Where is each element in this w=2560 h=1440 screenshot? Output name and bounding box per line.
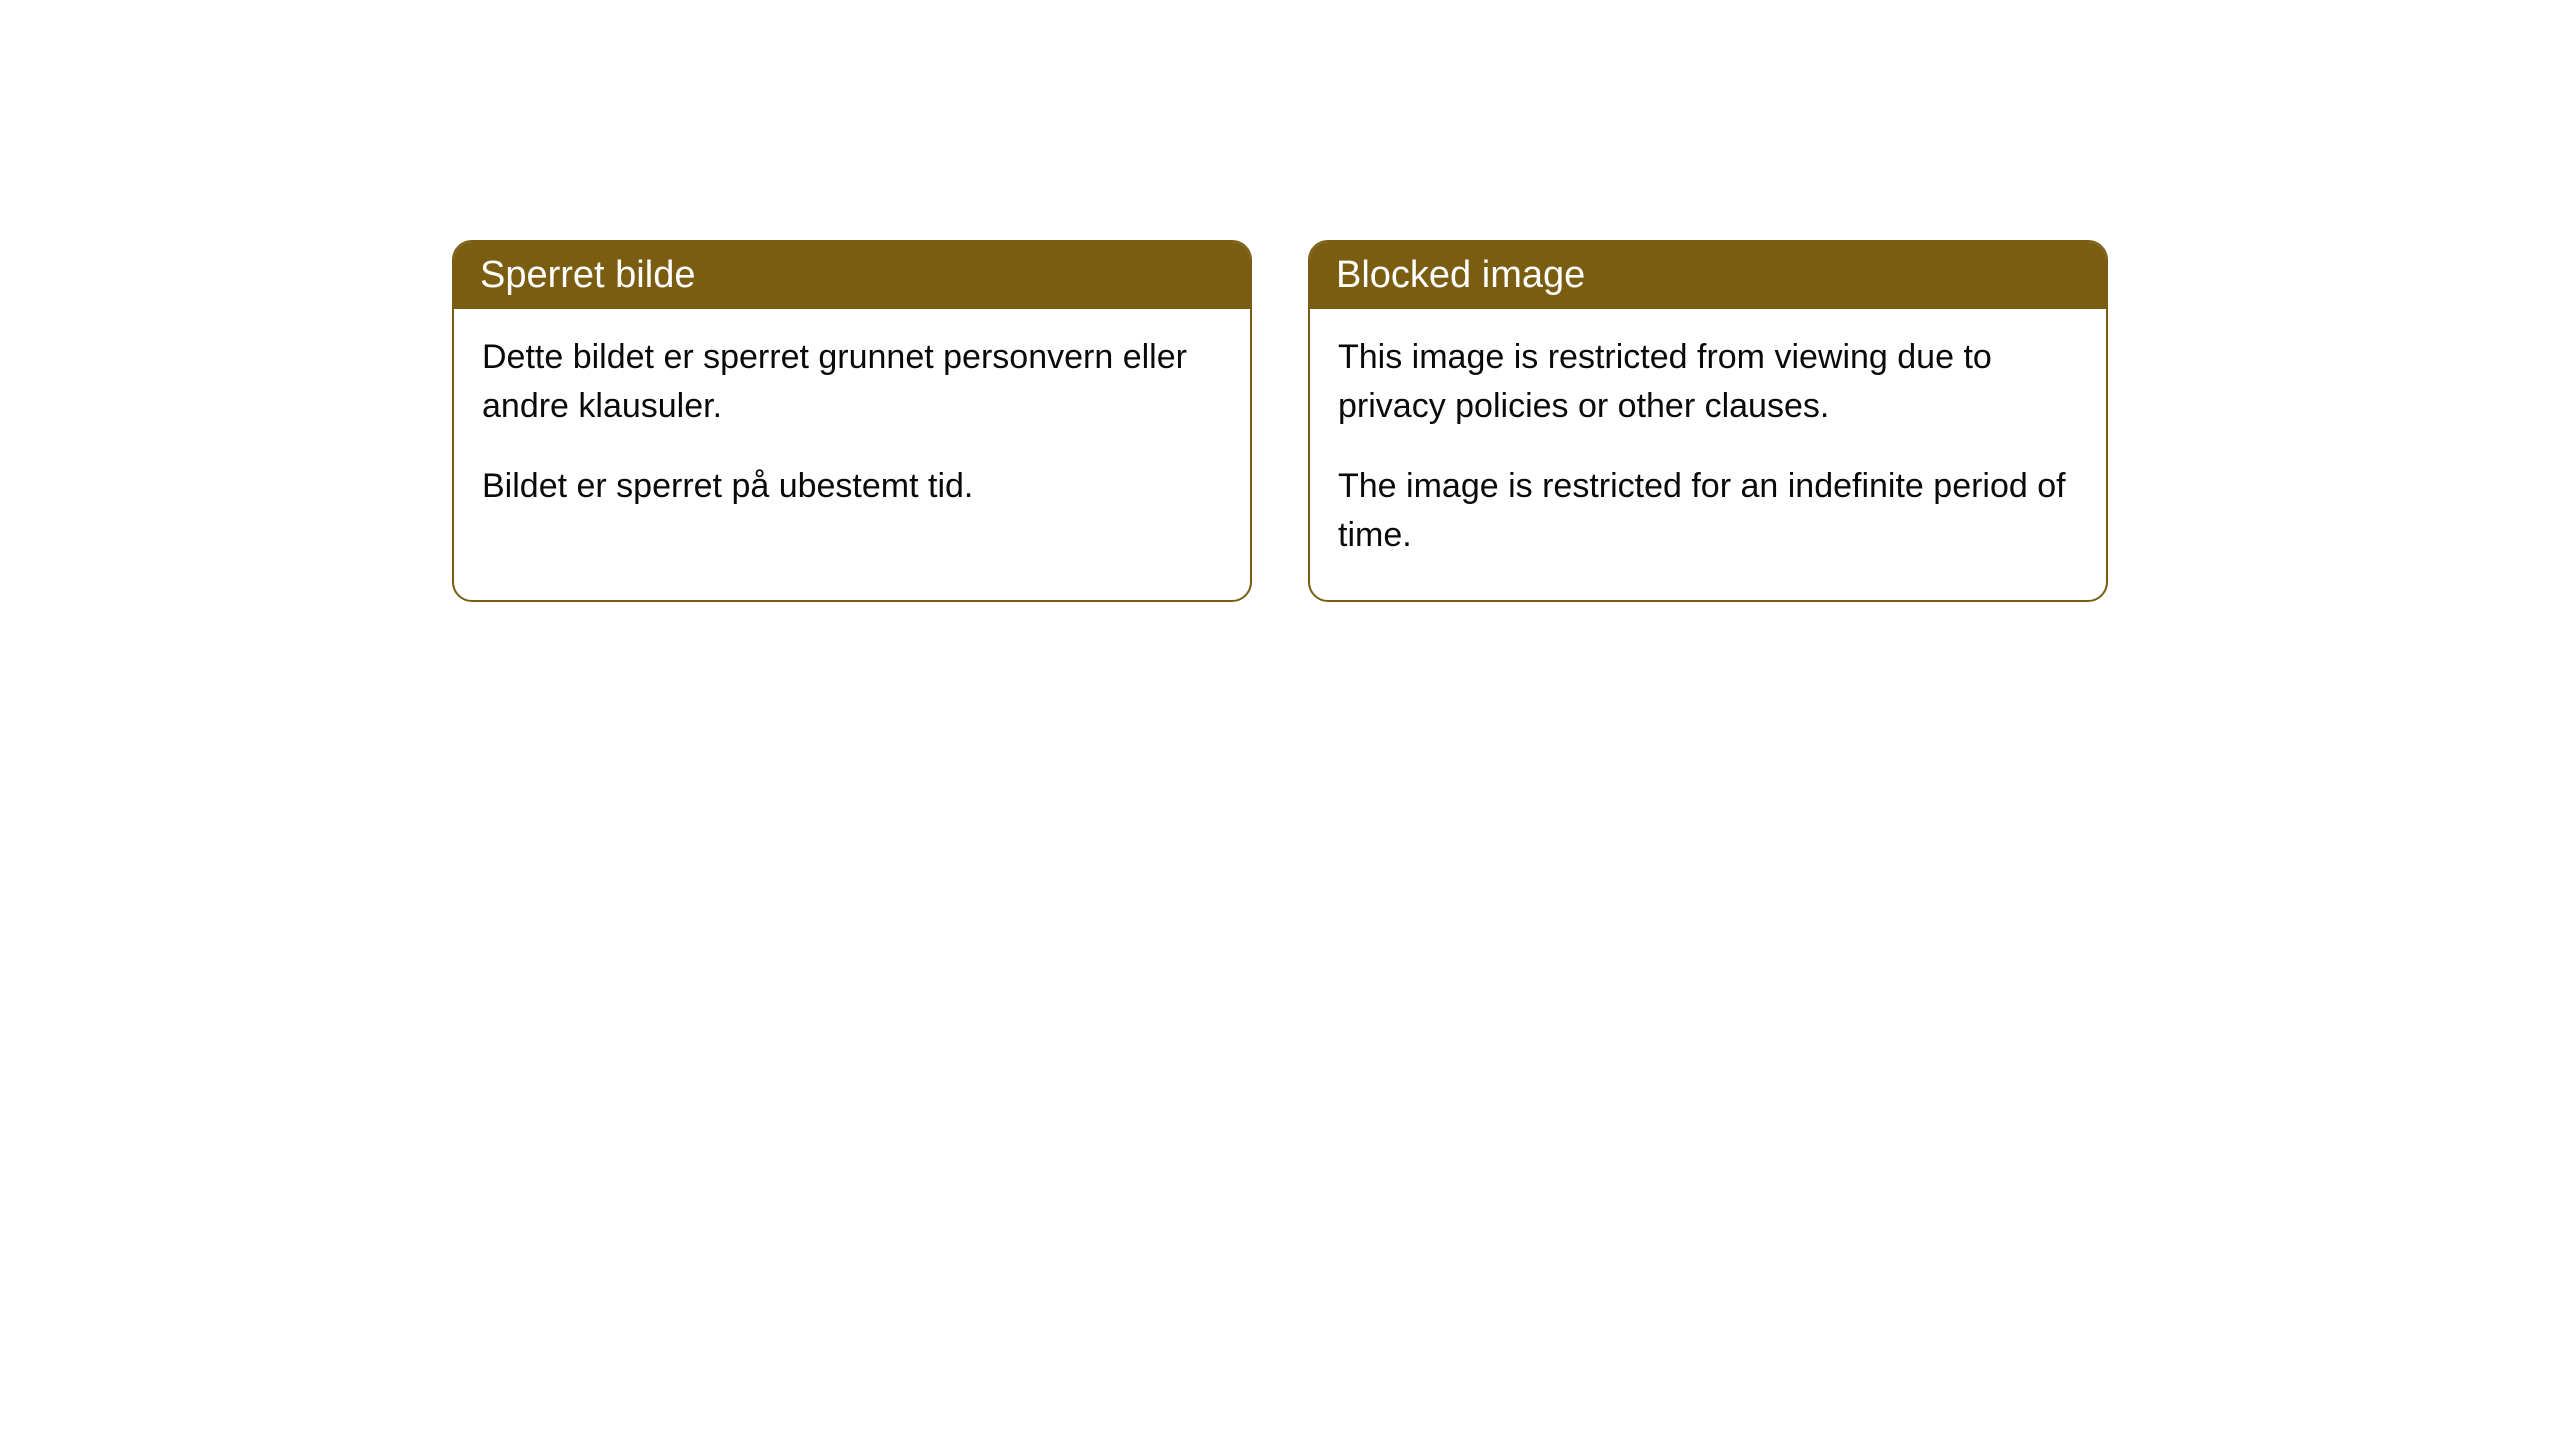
card-title: Blocked image <box>1336 254 1585 296</box>
card-paragraph: Bildet er sperret på ubestemt tid. <box>482 462 1222 511</box>
card-title: Sperret bilde <box>480 254 695 296</box>
card-body: This image is restricted from viewing du… <box>1310 309 2106 600</box>
card-paragraph: This image is restricted from viewing du… <box>1338 333 2078 432</box>
card-paragraph: Dette bildet er sperret grunnet personve… <box>482 333 1222 432</box>
notice-card-english: Blocked image This image is restricted f… <box>1308 240 2108 602</box>
card-paragraph: The image is restricted for an indefinit… <box>1338 462 2078 561</box>
card-header: Sperret bilde <box>454 242 1250 309</box>
card-body: Dette bildet er sperret grunnet personve… <box>454 309 1250 551</box>
card-header: Blocked image <box>1310 242 2106 309</box>
notice-cards-container: Sperret bilde Dette bildet er sperret gr… <box>452 240 2108 602</box>
notice-card-norwegian: Sperret bilde Dette bildet er sperret gr… <box>452 240 1252 602</box>
